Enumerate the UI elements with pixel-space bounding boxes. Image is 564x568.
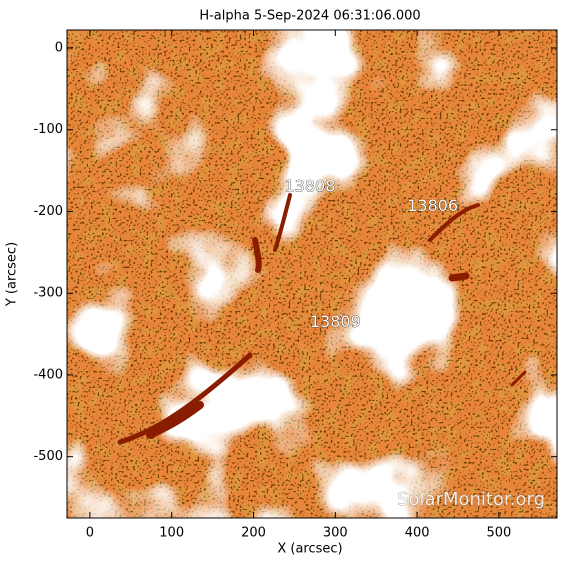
y-tick-label: -100	[33, 122, 63, 137]
region-label: 13808	[285, 176, 336, 195]
x-tick-label: 100	[159, 526, 184, 541]
region-label: 13809	[310, 312, 361, 331]
x-axis-label: X (arcsec)	[277, 542, 342, 557]
y-tick-label: 0	[55, 40, 63, 55]
x-tick-label: 200	[241, 526, 266, 541]
chart-title: H-alpha 5-Sep-2024 06:31:06.000	[199, 9, 420, 24]
watermark: SolarMonitor.org	[397, 489, 545, 510]
y-tick-label: -300	[33, 286, 63, 301]
x-tick-label: 0	[86, 526, 94, 541]
region-label: 13806	[407, 196, 458, 215]
solar-image	[67, 30, 557, 518]
x-tick-label: 400	[405, 526, 430, 541]
x-tick-label: 300	[323, 526, 348, 541]
y-axis-label: Y (arcsec)	[5, 242, 20, 307]
y-tick-label: -500	[33, 449, 63, 464]
plot-frame	[66, 29, 558, 519]
x-tick-label: 500	[487, 526, 512, 541]
y-tick-label: -400	[33, 367, 63, 382]
y-tick-label: -200	[33, 204, 63, 219]
